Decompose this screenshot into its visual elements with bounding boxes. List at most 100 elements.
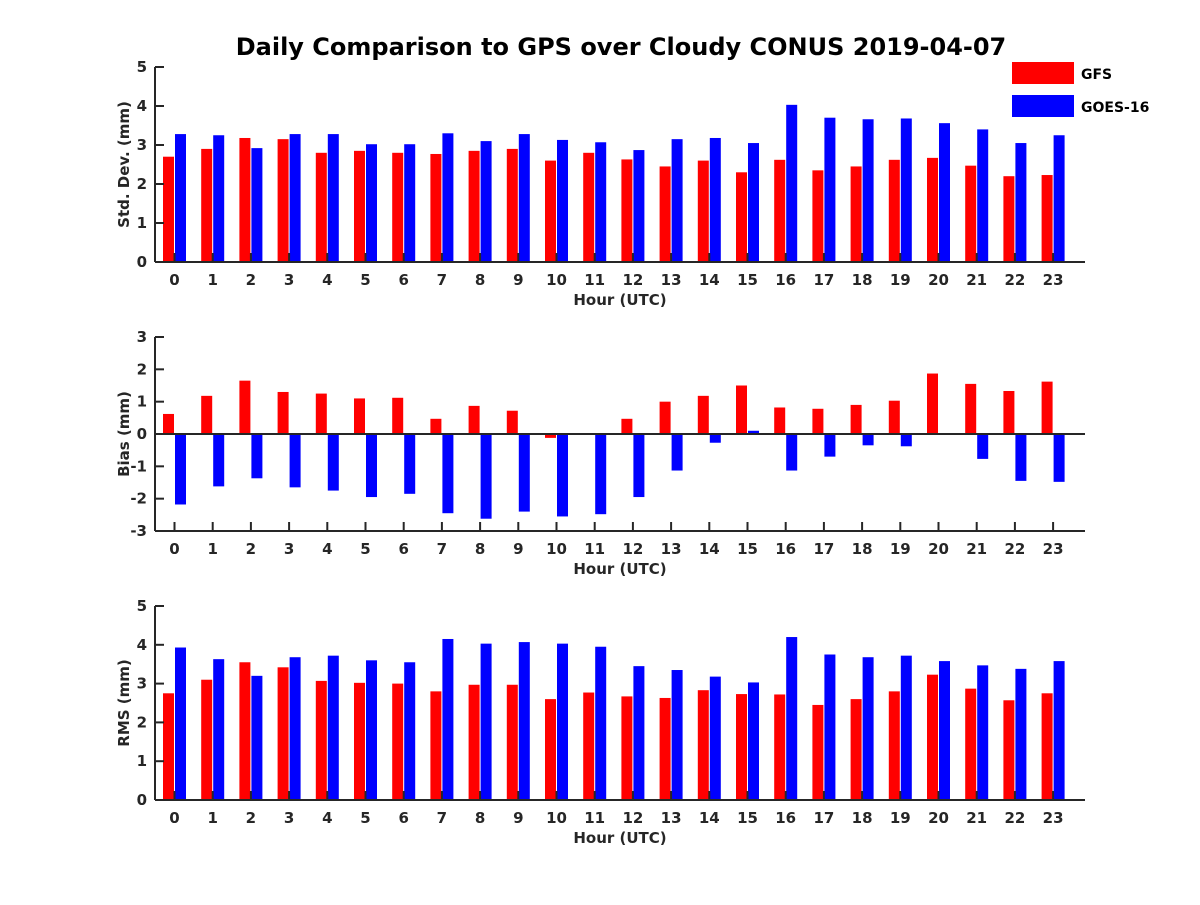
bar-goes16-0-11	[595, 142, 607, 262]
x-tick-label: 12	[622, 809, 643, 827]
bar-gfs-1-10	[545, 434, 556, 438]
bar-gfs-1-12	[621, 418, 633, 434]
bar-gfs-0-23	[1041, 175, 1053, 262]
x-tick-label: 9	[513, 809, 523, 827]
bar-gfs-2-2	[239, 662, 251, 800]
x-tick-label: 17	[813, 271, 834, 289]
y-tick-label: -2	[130, 490, 147, 508]
x-tick-label: 20	[928, 271, 949, 289]
x-tick-label: 23	[1043, 809, 1064, 827]
bar-goes16-2-17	[824, 654, 836, 800]
bar-gfs-2-8	[468, 684, 480, 800]
bar-goes16-1-2	[251, 434, 263, 479]
x-tick-label: 16	[775, 540, 796, 558]
x-tick-label: 1	[207, 809, 217, 827]
bar-gfs-0-6	[392, 152, 404, 262]
bar-goes16-1-21	[977, 434, 989, 459]
bar-goes16-2-15	[748, 682, 759, 800]
bar-gfs-2-11	[583, 692, 595, 800]
bar-goes16-0-10	[557, 139, 568, 262]
bar-gfs-0-18	[850, 166, 862, 262]
x-tick-label: 23	[1043, 540, 1064, 558]
bar-gfs-2-0	[163, 693, 174, 800]
bar-gfs-2-16	[774, 694, 786, 800]
y-tick-label: 0	[137, 791, 147, 809]
bar-gfs-1-6	[392, 397, 404, 434]
y-tick-label: 3	[137, 136, 147, 154]
bar-gfs-1-2	[239, 380, 251, 434]
figure-title: Daily Comparison to GPS over Cloudy CONU…	[236, 33, 1007, 61]
bar-gfs-2-5	[354, 682, 365, 800]
bar-goes16-0-12	[633, 150, 645, 262]
bar-gfs-0-5	[354, 150, 365, 262]
legend: GFS GOES-16	[1012, 62, 1149, 117]
x-tick-label: 10	[546, 809, 567, 827]
x-tick-label: 2	[246, 271, 256, 289]
x-tick-label: 1	[207, 540, 217, 558]
x-axis-label: Hour (UTC)	[573, 560, 666, 578]
y-tick-label: 4	[137, 636, 147, 654]
x-tick-label: 17	[813, 809, 834, 827]
bar-gfs-0-16	[774, 159, 786, 262]
bar-gfs-1-21	[965, 383, 977, 434]
bar-goes16-2-10	[557, 643, 568, 800]
bar-goes16-0-7	[442, 133, 454, 262]
x-tick-label: 11	[584, 809, 605, 827]
bar-gfs-2-12	[621, 696, 633, 800]
y-tick-label: 1	[137, 393, 147, 411]
bar-gfs-2-4	[315, 680, 327, 800]
x-tick-label: 12	[622, 271, 643, 289]
bar-goes16-0-23	[1053, 135, 1065, 262]
x-tick-label: 10	[546, 271, 567, 289]
bar-goes16-1-14	[709, 434, 721, 443]
x-tick-label: 11	[584, 271, 605, 289]
x-tick-label: 1	[207, 271, 217, 289]
bar-goes16-0-3	[289, 134, 301, 262]
bar-goes16-2-18	[862, 657, 874, 800]
bar-gfs-1-22	[1003, 390, 1015, 434]
bar-gfs-0-10	[545, 160, 556, 262]
bar-goes16-0-17	[824, 117, 836, 262]
bar-gfs-0-13	[659, 166, 671, 262]
x-tick-label: 20	[928, 540, 949, 558]
bar-gfs-0-21	[965, 165, 977, 262]
x-tick-label: 4	[322, 809, 332, 827]
legend-label-goes16: GOES-16	[1081, 100, 1149, 116]
x-tick-label: 15	[737, 809, 758, 827]
bar-gfs-2-22	[1003, 700, 1015, 800]
bar-goes16-1-12	[633, 434, 645, 498]
bar-gfs-2-15	[736, 694, 747, 800]
x-tick-label: 21	[966, 809, 987, 827]
bar-goes16-1-3	[289, 434, 301, 488]
y-tick-label: 1	[137, 752, 147, 770]
y-axis-label: RMS (mm)	[115, 659, 133, 746]
x-tick-label: 15	[737, 271, 758, 289]
bar-goes16-2-1	[213, 659, 225, 800]
x-tick-label: 16	[775, 809, 796, 827]
y-tick-label: 2	[137, 360, 147, 378]
bar-goes16-1-6	[404, 434, 416, 494]
x-tick-label: 15	[737, 540, 758, 558]
bar-goes16-2-22	[1015, 668, 1027, 800]
bar-gfs-1-16	[774, 407, 786, 434]
bar-goes16-1-23	[1053, 434, 1065, 482]
bar-gfs-1-8	[468, 405, 480, 434]
y-tick-label: -3	[130, 522, 147, 540]
bar-goes16-2-14	[709, 676, 721, 800]
bar-goes16-1-13	[671, 434, 683, 471]
bar-goes16-1-9	[518, 434, 530, 512]
x-tick-label: 0	[169, 271, 179, 289]
x-tick-label: 8	[475, 271, 485, 289]
bar-goes16-2-9	[518, 642, 530, 800]
x-tick-label: 7	[437, 809, 447, 827]
bar-goes16-0-21	[977, 129, 989, 262]
bar-goes16-2-13	[671, 670, 683, 800]
x-tick-label: 19	[890, 540, 911, 558]
y-tick-label: 0	[137, 253, 147, 271]
x-tick-label: 7	[437, 540, 447, 558]
bar-goes16-2-7	[442, 638, 454, 800]
x-tick-label: 22	[1004, 809, 1025, 827]
